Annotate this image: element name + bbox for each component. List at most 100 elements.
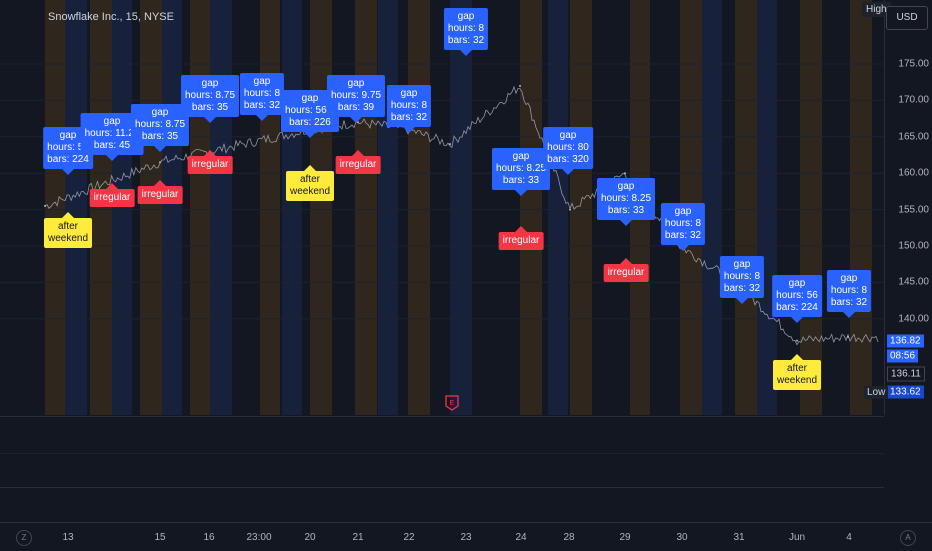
- label-pointer: [352, 150, 364, 156]
- session-band: [570, 0, 592, 415]
- label-pointer: [106, 155, 118, 161]
- session-band: [450, 0, 472, 415]
- label-pointer: [204, 117, 216, 123]
- label-pointer: [256, 115, 268, 121]
- time-tick: 13: [62, 532, 74, 543]
- gap-label: gap hours: 8 bars: 32: [386, 85, 432, 127]
- price-tick: 165.00: [898, 131, 929, 143]
- gap-label: gap hours: 9.75 bars: 39: [326, 75, 386, 117]
- gap-label: gap hours: 8.75 bars: 35: [130, 104, 190, 146]
- high-label: High: [862, 2, 891, 17]
- last-price-label: 136.82: [887, 334, 924, 348]
- svg-text:E: E: [450, 400, 455, 407]
- indicator-pane[interactable]: [0, 416, 884, 521]
- price-point: [519, 84, 521, 87]
- time-tick: 28: [563, 532, 575, 543]
- session-band: [140, 0, 162, 415]
- gap-label: gap hours: 8.25 bars: 33: [596, 178, 656, 220]
- time-tick: 20: [304, 532, 316, 543]
- irregular-label: irregular: [603, 264, 649, 282]
- session-band: [548, 0, 568, 415]
- label-pointer: [154, 146, 166, 152]
- gap-label: gap hours: 8 bars: 32: [239, 73, 285, 115]
- label-pointer: [620, 258, 632, 264]
- irregular-label: irregular: [187, 156, 233, 174]
- label-pointer: [204, 150, 216, 156]
- price-point: [847, 336, 849, 338]
- label-pointer: [403, 127, 415, 133]
- price-tick: 150.00: [898, 240, 929, 252]
- after-weekend-label: after weekend: [285, 171, 335, 201]
- price-point: [569, 208, 571, 211]
- time-tick: 22: [403, 532, 415, 543]
- price-point: [624, 172, 626, 175]
- gap-label: gap hours: 56 bars: 224: [772, 275, 822, 317]
- label-pointer: [154, 180, 166, 186]
- pane-separator: [0, 487, 884, 488]
- gap-label: gap hours: 80 bars: 320: [543, 127, 593, 169]
- price-point: [159, 161, 161, 164]
- time-axis[interactable]: Z 13 15 16 23:00 20 21 22 23 24 28 29 30 31 Jun 4 A: [0, 522, 932, 551]
- after-weekend-label: after weekend: [772, 360, 822, 390]
- label-pointer: [62, 212, 74, 218]
- session-band: [162, 0, 182, 415]
- label-pointer: [677, 245, 689, 251]
- earnings-icon[interactable]: E: [445, 395, 459, 411]
- auto-scale-button[interactable]: A: [900, 530, 916, 546]
- time-tick: 24: [515, 532, 527, 543]
- price-tick: 160.00: [898, 167, 929, 179]
- time-tick: 29: [619, 532, 631, 543]
- label-pointer: [304, 132, 316, 138]
- label-pointer: [620, 220, 632, 226]
- irregular-label: irregular: [89, 189, 135, 207]
- price-point: [44, 204, 46, 207]
- time-tick: Jun: [788, 532, 806, 543]
- low-value-label: 133.62: [887, 385, 924, 399]
- session-band: [735, 0, 757, 415]
- gap-label: gap hours: 8 bars: 32: [660, 203, 706, 245]
- session-band: [90, 0, 112, 415]
- pane-gridline: [0, 453, 884, 454]
- price-tick: 140.00: [898, 313, 929, 325]
- gap-label: gap hours: 8.25 bars: 33: [491, 148, 551, 190]
- session-band: [112, 0, 132, 415]
- label-pointer: [791, 317, 803, 323]
- label-pointer: [736, 298, 748, 304]
- time-tick: 21: [352, 532, 364, 543]
- price-line: [44, 84, 879, 346]
- time-tick: 4: [846, 532, 852, 543]
- session-band: [45, 0, 65, 415]
- time-tick: 31: [733, 532, 745, 543]
- price-point: [796, 339, 798, 342]
- label-pointer: [62, 169, 74, 175]
- symbol-title: Snowflake Inc., 15, NYSE: [48, 11, 174, 23]
- time-tick: 30: [676, 532, 688, 543]
- currency-selector[interactable]: USD: [886, 6, 928, 30]
- label-pointer: [515, 190, 527, 196]
- label-pointer: [843, 312, 855, 318]
- low-label: Low: [864, 386, 889, 399]
- price-tick: 155.00: [898, 204, 929, 216]
- price-scale[interactable]: 175.00 170.00 165.00 160.00 155.00 150.00 145.…: [884, 0, 932, 415]
- scroll-left-button[interactable]: Z: [16, 530, 32, 546]
- irregular-label: irregular: [335, 156, 381, 174]
- label-pointer: [460, 50, 472, 56]
- gap-label: gap hours: 8 bars: 32: [719, 256, 765, 298]
- label-pointer: [304, 165, 316, 171]
- price-tick: 145.00: [898, 276, 929, 288]
- chart-pane[interactable]: Snowflake Inc., 15, NYSE gap hours: 56 b…: [0, 0, 884, 415]
- label-pointer: [515, 226, 527, 232]
- time-tick: 23:00: [246, 532, 272, 543]
- label-pointer: [106, 183, 118, 189]
- price-point: [449, 143, 451, 146]
- price-tick: 170.00: [898, 94, 929, 106]
- gap-label: gap hours: 8 bars: 32: [443, 8, 489, 50]
- gap-label: gap hours: 8.75 bars: 35: [180, 75, 240, 117]
- time-tick: 15: [154, 532, 166, 543]
- session-band: [65, 0, 87, 415]
- time-tick: 16: [203, 532, 215, 543]
- label-pointer: [791, 354, 803, 360]
- label-pointer: [562, 169, 574, 175]
- label-pointer: [350, 117, 362, 123]
- irregular-label: irregular: [137, 186, 183, 204]
